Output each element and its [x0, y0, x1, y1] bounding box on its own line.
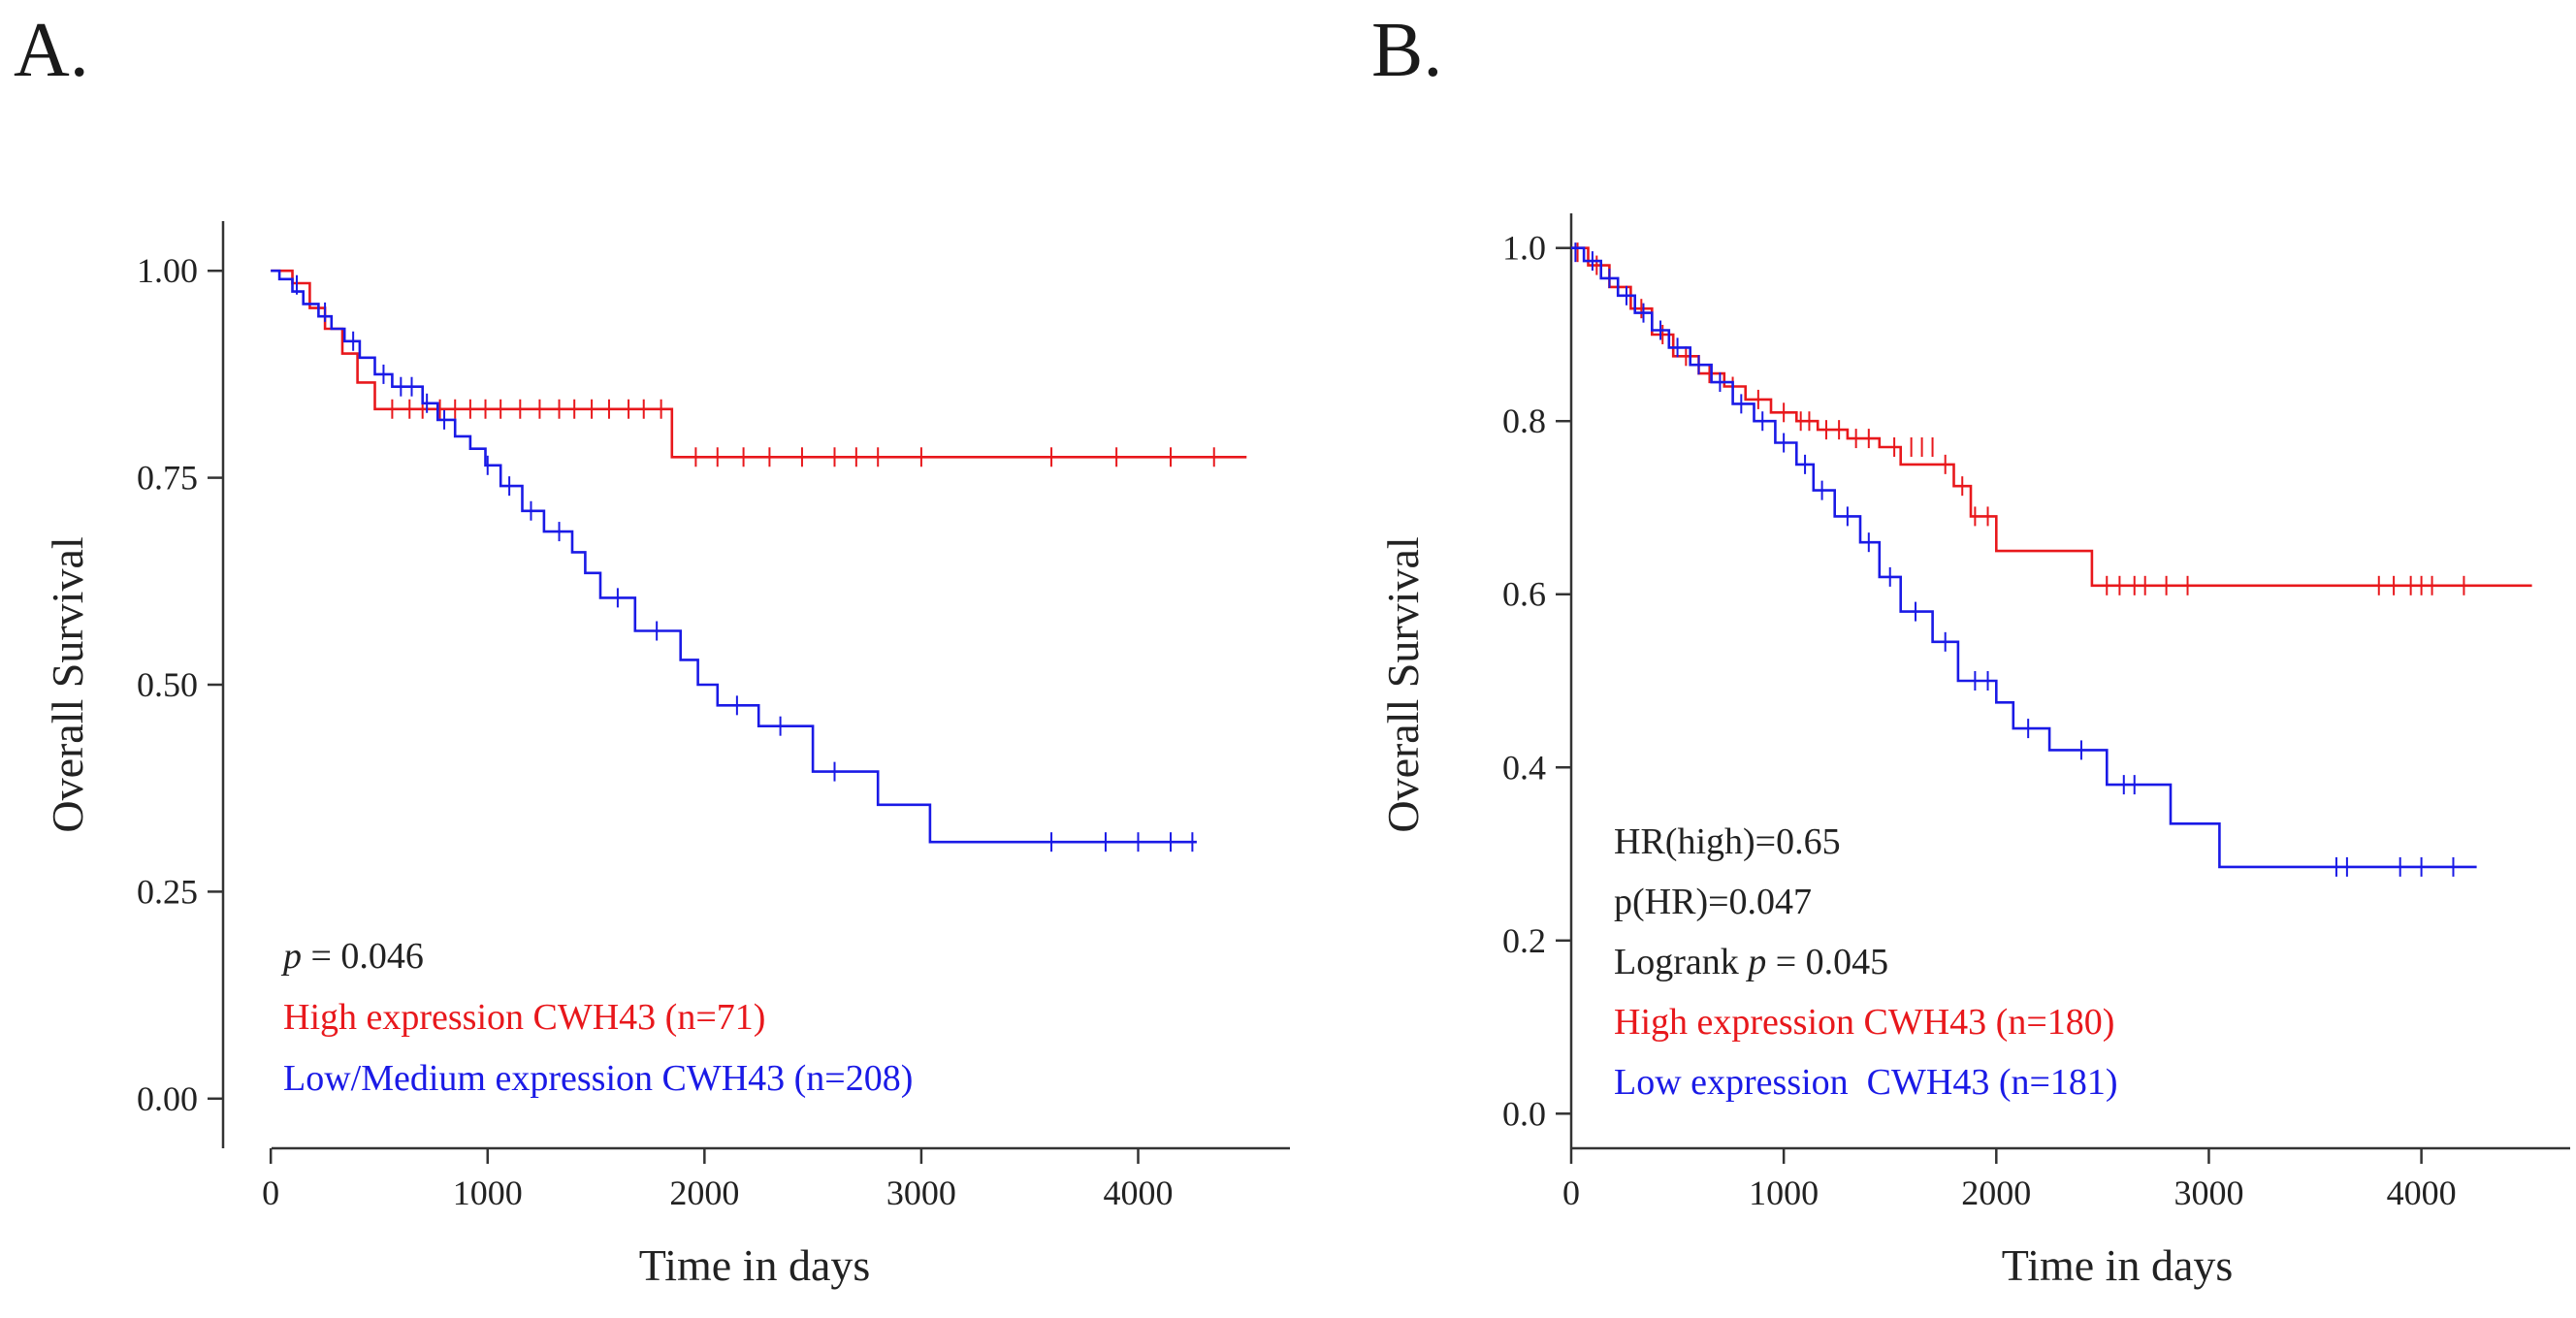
x-tick-label: 3000 [886, 1173, 956, 1212]
y-tick-label: 1.0 [1502, 229, 1546, 268]
annotation-line: Low/Medium expression CWH43 (n=208) [283, 1058, 913, 1099]
survival-curve-low [1571, 246, 2477, 869]
x-tick-label: 2000 [669, 1173, 739, 1212]
panel-b-axes: 0.0 0.2 0.4 0.6 0.8 1.0 0 1000 2000 3000 4000 [1502, 213, 2570, 1212]
annotation-line: p(HR)=0.047 [1614, 882, 1812, 922]
panel-a-chart: A. 0.00 0.25 0.50 0.75 1.00 0 1000 2000 3000 4000… [14, 8, 1290, 1290]
panel-a-series [271, 269, 1247, 852]
y-tick-label: 0.2 [1502, 921, 1546, 960]
panel-b-chart: B. 0.0 0.2 0.4 0.6 0.8 1.0 0 1000 2000 3000 4000 T… [1371, 8, 2570, 1290]
x-tick-label: 1000 [453, 1173, 523, 1212]
survival-curve-high [271, 269, 1247, 459]
y-tick-label: 0.6 [1502, 575, 1546, 614]
y-tick-label: 1.00 [137, 251, 198, 290]
panel-b-label: B. [1371, 8, 1442, 93]
survival-curve-high [1571, 246, 2532, 588]
y-tick-label: 0.75 [137, 459, 198, 498]
x-tick-label: 1000 [1749, 1173, 1819, 1212]
panel-a-y-axis-title: Overall Survival [43, 536, 92, 832]
annotation-line: Low expression CWH43 (n=181) [1614, 1062, 2118, 1103]
annotation-line: High expression CWH43 (n=180) [1614, 1002, 2114, 1043]
x-tick-label: 2000 [1961, 1173, 2031, 1212]
x-tick-label: 4000 [2387, 1173, 2457, 1212]
panel-a-label: A. [14, 8, 89, 93]
panel-b-x-axis-title: Time in days [2002, 1240, 2234, 1290]
x-tick-label: 4000 [1103, 1173, 1173, 1212]
x-tick-label: 3000 [2174, 1173, 2243, 1212]
panel-b-annotations: HR(high)=0.65 p(HR)=0.047 Logrank p = 0.04… [1614, 821, 2118, 1103]
y-tick-label: 0.4 [1502, 748, 1546, 787]
annotation-line: Logrank p = 0.045 [1614, 942, 1888, 982]
x-tick-label: 0 [262, 1173, 279, 1212]
panel-a-x-axis-title: Time in days [639, 1240, 871, 1290]
y-tick-label: 0.8 [1502, 402, 1546, 440]
annotation-line: HR(high)=0.65 [1614, 821, 1841, 862]
panel-a-axes: 0.00 0.25 0.50 0.75 1.00 0 1000 2000 3000 4000 [137, 221, 1290, 1212]
annotation-line: p = 0.046 [280, 936, 424, 977]
panel-b-y-axis-title: Overall Survival [1378, 536, 1428, 832]
panel-b-series [1571, 242, 2532, 877]
survival-curve-low [271, 269, 1197, 844]
y-tick-label: 0.50 [137, 665, 198, 704]
annotation-line: High expression CWH43 (n=71) [283, 997, 765, 1038]
panel-a-annotations: p = 0.046 High expression CWH43 (n=71) Low… [280, 936, 913, 1099]
x-tick-label: 0 [1562, 1173, 1580, 1212]
y-tick-label: 0.0 [1502, 1094, 1546, 1133]
y-tick-label: 0.00 [137, 1079, 198, 1118]
y-tick-label: 0.25 [137, 872, 198, 911]
